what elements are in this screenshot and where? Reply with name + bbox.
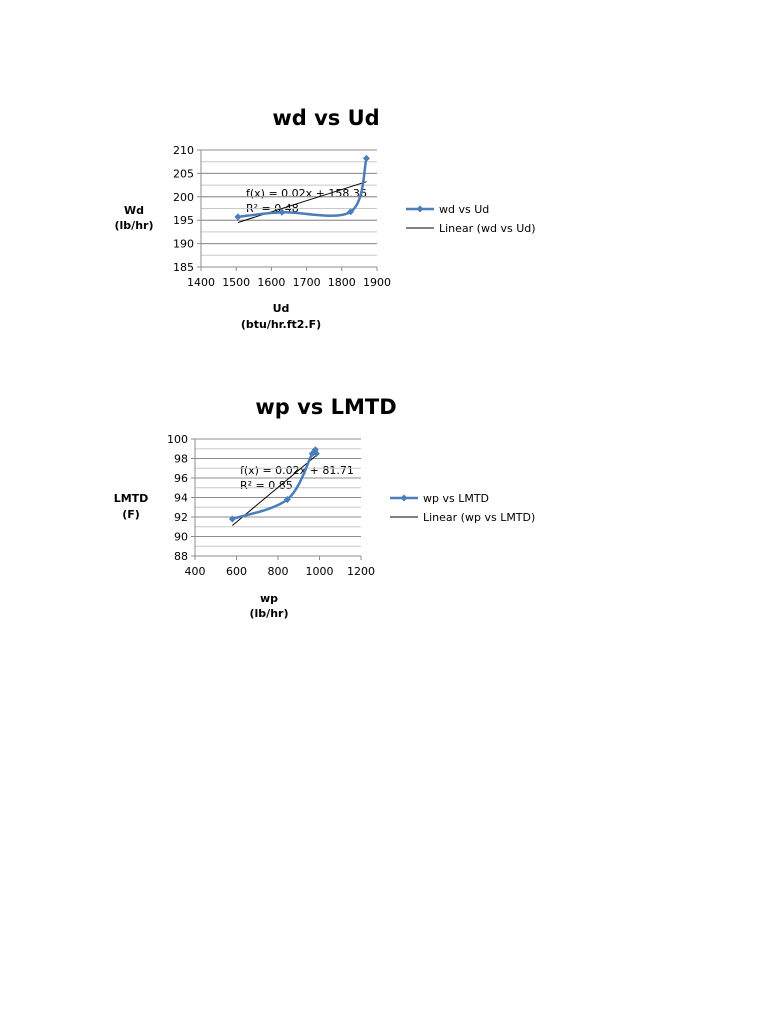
y-tick-label: 96 (174, 472, 188, 485)
series-line (237, 158, 368, 219)
legend-series-marker (416, 205, 424, 213)
y-tick-label: 100 (167, 433, 188, 446)
x-tick-label: 800 (268, 565, 289, 578)
legend-trendline-label: Linear (wd vs Ud) (439, 222, 536, 235)
data-point-marker (312, 450, 320, 458)
x-tick-label: 1800 (328, 276, 356, 289)
legend-series-label: wd vs Ud (439, 203, 489, 216)
legend-series-marker (400, 494, 408, 502)
chart-title: wd vs Ud (272, 106, 379, 130)
y-axis-label-line-2: (lb/hr) (115, 219, 154, 232)
trendline-equation: f(x) = 0.02x + 158.36 (246, 187, 367, 200)
x-axis-label-line-1: wp (260, 592, 278, 605)
x-axis-label-line-2: (lb/hr) (250, 607, 289, 620)
x-tick-label: 1200 (347, 565, 375, 578)
y-tick-label: 205 (173, 167, 194, 180)
data-point-marker (347, 208, 355, 216)
chart-wp-vs-lmtd: wp vs LMTD LMTD (F) wp (lb/hr) f(x) = 0.… (114, 395, 536, 620)
data-point-marker (362, 154, 370, 162)
x-tick-label: 1700 (293, 276, 321, 289)
y-tick-label: 210 (173, 144, 194, 157)
y-tick-label: 195 (173, 214, 194, 227)
y-tick-label: 94 (174, 492, 188, 505)
trendline-r-squared: R² = 0.85 (240, 479, 293, 492)
x-tick-label: 1000 (306, 565, 334, 578)
x-axis-label-line-1: Ud (273, 302, 290, 315)
x-tick-label: 1900 (363, 276, 391, 289)
y-tick-label: 190 (173, 238, 194, 251)
x-axis-label-line-2: (btu/hr.ft2.F) (241, 318, 321, 331)
data-point-marker (278, 208, 286, 216)
y-tick-label: 98 (174, 453, 188, 466)
x-tick-label: 1500 (222, 276, 250, 289)
data-point-marker (308, 450, 316, 458)
legend-series-label: wp vs LMTD (423, 492, 489, 505)
x-tick-label: 1600 (257, 276, 285, 289)
plot-area: 185 190 195 200 205 210 1400 1500 1600 1700 1800 19… (173, 144, 391, 289)
y-tick-label: 90 (174, 531, 188, 544)
chart-wd-vs-ud: wd vs Ud Wd (lb/hr) Ud (btu/hr.ft2.F) f(… (115, 106, 536, 331)
x-tick-label: 600 (226, 565, 247, 578)
legend: wd vs Ud Linear (wd vs Ud) (406, 203, 536, 235)
plot-area: 88 90 92 94 96 98 100 400 600 800 1000 1200 (167, 433, 375, 578)
trendline (232, 454, 317, 526)
y-tick-label: 200 (173, 191, 194, 204)
legend: wp vs LMTD Linear (wp vs LMTD) (390, 492, 535, 524)
data-point-marker (228, 515, 236, 523)
y-tick-label: 92 (174, 511, 188, 524)
data-point-marker (283, 495, 291, 503)
trendline-equation: f(x) = 0.02x + 81.71 (240, 464, 354, 477)
y-tick-label: 88 (174, 550, 188, 563)
x-tick-label: 400 (185, 565, 206, 578)
trendline (237, 181, 367, 223)
legend-trendline-label: Linear (wp vs LMTD) (423, 511, 535, 524)
y-axis-label-line-1: Wd (124, 204, 144, 217)
y-axis-label-line-1: LMTD (114, 492, 149, 505)
x-tick-label: 1400 (187, 276, 215, 289)
y-axis-label-line-2: (F) (122, 508, 140, 521)
y-tick-label: 185 (173, 261, 194, 274)
chart-title: wp vs LMTD (255, 395, 396, 419)
data-point-marker (234, 213, 242, 221)
